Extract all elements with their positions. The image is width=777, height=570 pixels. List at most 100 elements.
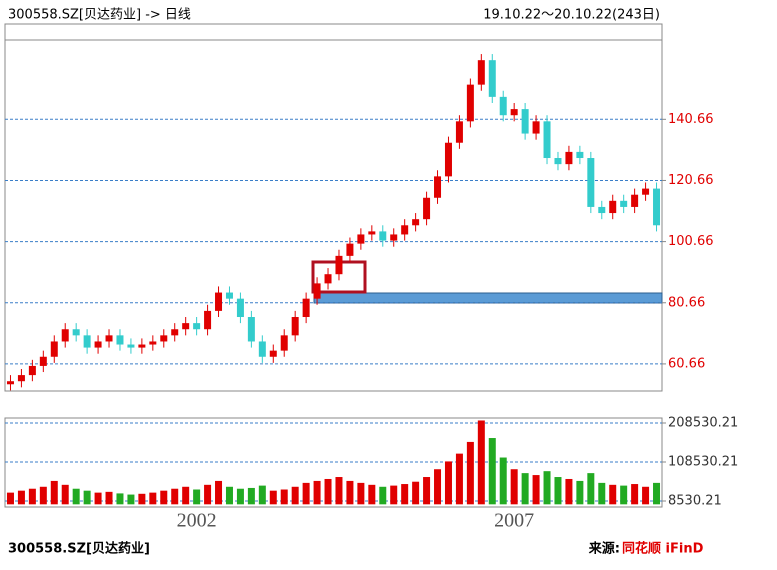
volume-bar bbox=[291, 486, 299, 505]
volume-bar bbox=[576, 480, 584, 505]
volume-bar bbox=[61, 484, 69, 505]
candle-body bbox=[171, 329, 179, 336]
candle-body bbox=[324, 274, 332, 284]
volume-bar bbox=[247, 487, 255, 505]
volume-bar bbox=[138, 493, 146, 505]
volume-bar bbox=[390, 485, 398, 505]
candle-body bbox=[576, 151, 584, 159]
candle-body bbox=[247, 317, 255, 342]
candle-body bbox=[160, 335, 168, 342]
candle-body bbox=[423, 197, 431, 220]
volume-bar bbox=[313, 480, 321, 505]
highlight-band bbox=[313, 292, 663, 304]
candle-body bbox=[357, 234, 365, 244]
volume-bar bbox=[455, 453, 463, 505]
candle-body bbox=[182, 323, 190, 330]
candle-body bbox=[444, 142, 452, 177]
candle-body bbox=[488, 60, 496, 97]
candle-body bbox=[434, 176, 442, 198]
y-tick-label: 120.66 bbox=[668, 173, 714, 188]
volume-bar bbox=[499, 457, 507, 505]
candle-body bbox=[72, 329, 80, 336]
candle-body bbox=[598, 206, 606, 214]
candle-body bbox=[455, 121, 463, 143]
candle-body bbox=[17, 375, 25, 382]
volume-bar bbox=[477, 420, 485, 505]
candle-body bbox=[94, 341, 102, 348]
candle-body bbox=[346, 243, 354, 256]
volume-bar bbox=[182, 486, 190, 505]
volume-bar bbox=[105, 491, 113, 505]
volume-bar bbox=[620, 485, 628, 505]
volume-bar bbox=[302, 482, 310, 505]
volume-bar bbox=[258, 485, 266, 505]
y-tick-label: 108530.21 bbox=[668, 454, 738, 469]
candle-body bbox=[631, 194, 639, 207]
volume-bar bbox=[335, 477, 343, 505]
volume-bar bbox=[554, 477, 562, 505]
x-tick-label: 2002 bbox=[177, 510, 217, 532]
candle-body bbox=[280, 335, 288, 351]
candle-body bbox=[138, 344, 146, 348]
volume-bar bbox=[401, 484, 409, 505]
y-tick-label: 80.66 bbox=[668, 295, 705, 310]
candle-body bbox=[379, 231, 387, 241]
source-name: 同花顺 iFinD bbox=[622, 541, 704, 557]
volume-bar bbox=[598, 482, 606, 505]
volume-bar bbox=[609, 484, 617, 505]
volume-bar bbox=[653, 482, 661, 505]
candle-body bbox=[532, 121, 540, 134]
volume-bar bbox=[521, 473, 529, 505]
price-panel bbox=[4, 39, 663, 392]
volume-bar bbox=[346, 480, 354, 505]
chart-title: 300558.SZ[贝达药业] -> 日线 bbox=[8, 8, 191, 23]
volume-bar bbox=[28, 488, 36, 505]
volume-bar bbox=[50, 480, 58, 505]
volume-bar bbox=[171, 488, 179, 505]
volume-bar bbox=[642, 486, 650, 505]
volume-bar bbox=[488, 438, 496, 505]
volume-bar bbox=[94, 492, 102, 505]
volume-panel bbox=[4, 417, 663, 508]
candle-body bbox=[620, 200, 628, 207]
volume-bar bbox=[39, 486, 47, 505]
y-tick-label: 140.66 bbox=[668, 112, 714, 127]
candle-body bbox=[269, 350, 277, 357]
x-tick-label: 2007 bbox=[494, 510, 534, 532]
volume-bar bbox=[587, 473, 595, 505]
candle-body bbox=[390, 234, 398, 241]
volume-bar bbox=[269, 490, 277, 505]
volume-bar bbox=[215, 480, 223, 505]
volume-bar bbox=[236, 488, 244, 505]
volume-bar bbox=[357, 482, 365, 505]
volume-bar bbox=[379, 486, 387, 505]
volume-bar bbox=[423, 477, 431, 505]
y-tick-label: 100.66 bbox=[668, 234, 714, 249]
candle-body bbox=[193, 323, 201, 330]
candle-body bbox=[28, 365, 36, 376]
candle-body bbox=[335, 255, 343, 275]
volume-bar bbox=[225, 486, 233, 505]
y-tick-label: 208530.21 bbox=[668, 416, 738, 431]
candle-body bbox=[39, 356, 47, 366]
chart-subtitle: 19.10.22～20.10.22(243日) bbox=[483, 8, 660, 23]
volume-bar bbox=[510, 469, 518, 505]
candle-body bbox=[587, 158, 595, 207]
source-label: 来源: bbox=[588, 541, 620, 557]
volume-bar bbox=[17, 490, 25, 505]
candle-body bbox=[543, 121, 551, 159]
volume-bar bbox=[543, 471, 551, 505]
candle-body bbox=[510, 109, 518, 116]
candle-body bbox=[204, 310, 212, 330]
candle-body bbox=[609, 200, 617, 214]
volume-bar bbox=[160, 490, 168, 505]
footer-text: 300558.SZ[贝达药业] bbox=[8, 541, 150, 557]
candle-body bbox=[50, 341, 58, 357]
volume-bar bbox=[149, 492, 157, 505]
candle-body bbox=[236, 298, 244, 318]
candle-body bbox=[499, 96, 507, 116]
volume-bar bbox=[116, 493, 124, 505]
candle-body bbox=[258, 341, 266, 357]
